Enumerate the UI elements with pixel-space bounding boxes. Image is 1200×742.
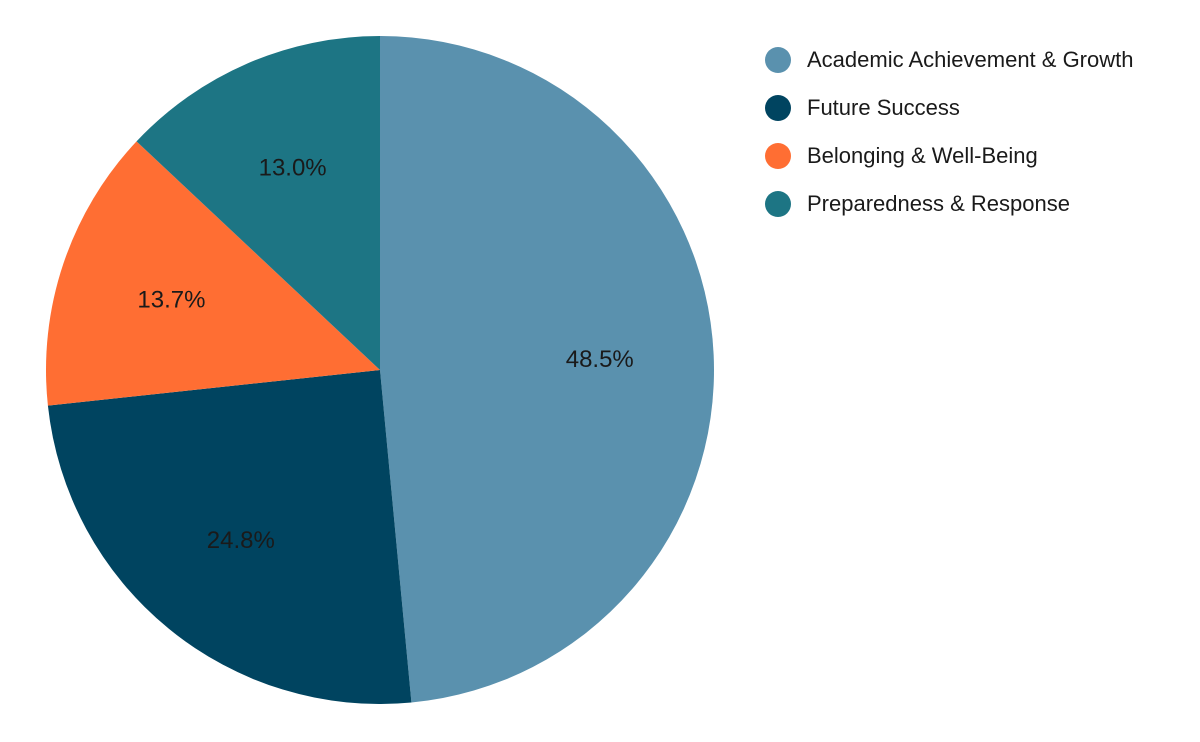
pie-slice-label: 48.5% [566,346,634,373]
pie-slice[interactable] [136,35,380,370]
pie-slice-labels: 48.5% 24.8% 13.7% 13.0% [137,155,633,554]
pie-slice[interactable] [45,141,380,406]
pie-slice-label: 13.7% [137,287,205,314]
legend-label: Preparedness & Response [807,191,1070,216]
pie-chart: 48.5% 24.8% 13.7% 13.0% [45,35,715,704]
pie-slice-label: 24.8% [207,527,275,554]
legend: Academic Achievement & Growth Future Suc… [765,36,1133,228]
legend-item-academic-achievement[interactable]: Academic Achievement & Growth [765,36,1133,84]
pie-slices [45,35,715,704]
pie-slice-label: 13.0% [259,155,327,182]
legend-label: Academic Achievement & Growth [807,47,1134,72]
legend-label: Belonging & Well-Being [807,143,1038,168]
legend-swatch [765,143,791,169]
legend-swatch [765,47,791,73]
pie-slice[interactable] [380,35,715,703]
legend-item-future-success[interactable]: Future Success [765,84,1133,132]
legend-item-preparedness-response[interactable]: Preparedness & Response [765,180,1133,228]
legend-item-belonging-well-being[interactable]: Belonging & Well-Being [765,132,1133,180]
legend-label: Future Success [807,95,960,120]
legend-swatch [765,95,791,121]
pie-slice[interactable] [47,370,412,704]
legend-swatch [765,191,791,217]
